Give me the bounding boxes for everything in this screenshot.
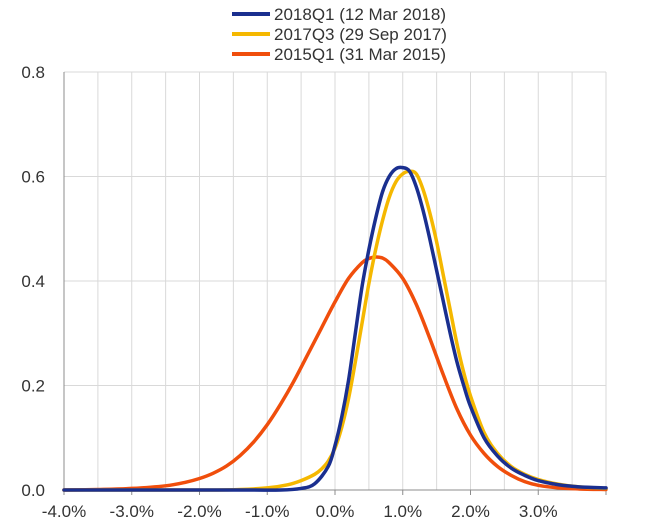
legend-item: 2015Q1 (31 Mar 2015) [232,45,446,64]
x-tick-label: 2.0% [451,502,490,521]
legend: 2018Q1 (12 Mar 2018)2017Q3 (29 Sep 2017)… [232,5,447,64]
legend-label: 2017Q3 (29 Sep 2017) [274,25,447,44]
y-tick-label: 0.6 [21,168,45,187]
x-tick-label: 3.0% [519,502,558,521]
x-tick-label: -4.0% [42,502,86,521]
x-tick-label: -2.0% [177,502,221,521]
x-tick-label: -1.0% [245,502,289,521]
legend-label: 2015Q1 (31 Mar 2015) [274,45,446,64]
y-tick-label: 0.8 [21,63,45,82]
grid-lines [64,71,607,490]
x-tick-label: 1.0% [383,502,422,521]
legend-item: 2017Q3 (29 Sep 2017) [232,25,447,44]
y-tick-label: 0.0 [21,481,45,500]
y-tick-label: 0.2 [21,377,45,396]
x-tick-label: -3.0% [110,502,154,521]
series-line-2 [62,169,608,492]
legend-label: 2018Q1 (12 Mar 2018) [274,5,446,24]
y-tick-label: 0.4 [21,272,45,291]
series-line-1 [62,165,608,492]
x-tick-label: 0.0% [316,502,355,521]
y-axis-ticks: 0.0 0.2 0.4 0.6 0.8 [21,63,45,500]
legend-item: 2018Q1 (12 Mar 2018) [232,5,446,24]
x-axis-ticks: -4.0% -3.0% -2.0% -1.0% 0.0% 1.0% 2.0% 3.0% [42,490,607,521]
series-lines [62,165,608,492]
